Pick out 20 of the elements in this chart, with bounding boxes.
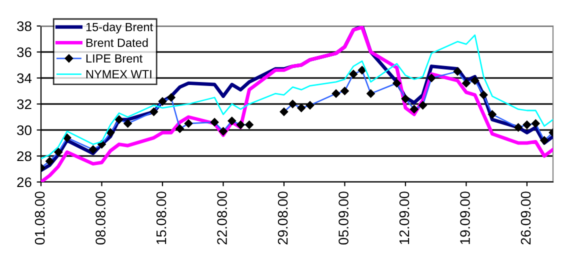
x-tick-label: 29.08.00 — [278, 192, 288, 244]
x-tick-label: 26.09.00 — [520, 192, 531, 244]
y-tick-label: 38 — [17, 21, 32, 32]
y-tick-label: 26 — [17, 177, 32, 188]
legend-label: NYMEX WTI — [86, 70, 152, 78]
y-tick-label: 32 — [17, 99, 32, 110]
x-tick-label: 08.08.00 — [96, 192, 106, 245]
x-tick-label: 19.09.00 — [460, 192, 470, 244]
legend-label: Brent Dated — [86, 38, 148, 47]
x-tick-label: 12.09.00 — [399, 192, 410, 244]
y-tick-label: 28 — [17, 151, 32, 162]
x-tick-label: 22.08.00 — [217, 192, 227, 244]
y-tick-label: 36 — [17, 47, 32, 58]
x-tick-label: 15.08.00 — [156, 192, 166, 244]
y-tick-label: 34 — [17, 73, 32, 84]
x-tick-label: 05.09.00 — [338, 192, 348, 245]
legend-label: 15-day Brent — [86, 22, 153, 34]
legend-label: LIPE Brent — [86, 54, 142, 63]
x-tick-label: 01.08.00 — [34, 192, 45, 245]
y-tick-label: 30 — [17, 125, 32, 136]
